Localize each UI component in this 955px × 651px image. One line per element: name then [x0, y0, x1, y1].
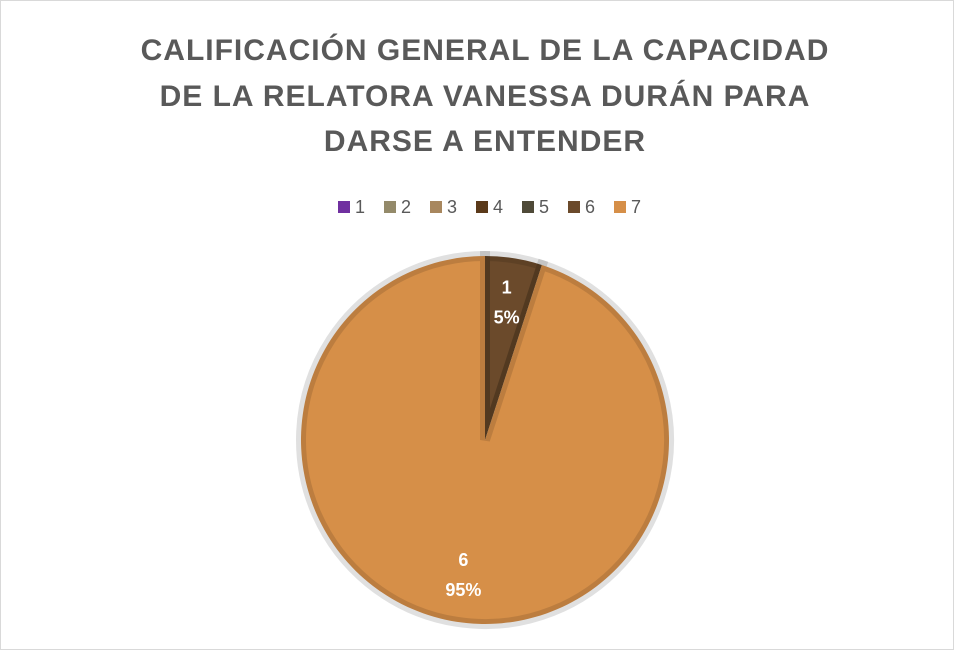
chart-title: DE LA RELATORA VANESSA DURÁN PARA: [160, 79, 811, 113]
legend-swatch: [568, 201, 580, 213]
legend-label: 4: [493, 197, 503, 217]
chart-title: DARSE A ENTENDER: [324, 125, 646, 158]
legend-label: 5: [539, 197, 549, 217]
legend-swatch: [338, 201, 350, 213]
legend-label: 6: [585, 197, 595, 217]
data-label-value: 1: [502, 277, 512, 297]
legend-swatch: [384, 201, 396, 213]
legend-swatch: [476, 201, 488, 213]
legend-label: 1: [355, 197, 365, 217]
data-label-percent: 95%: [445, 580, 481, 600]
data-label-percent: 5%: [494, 307, 520, 327]
legend-label: 7: [631, 197, 641, 217]
pie-slice: [296, 250, 674, 629]
legend-label: 2: [401, 197, 411, 217]
legend-swatch: [430, 201, 442, 213]
legend-label: 3: [447, 197, 457, 217]
legend-swatch: [522, 201, 534, 213]
chart-title: CALIFICACIÓN GENERAL DE LA CAPACIDAD: [141, 33, 830, 67]
pie-slice: [480, 250, 549, 442]
data-label-value: 6: [458, 550, 468, 570]
legend-swatch: [614, 201, 626, 213]
